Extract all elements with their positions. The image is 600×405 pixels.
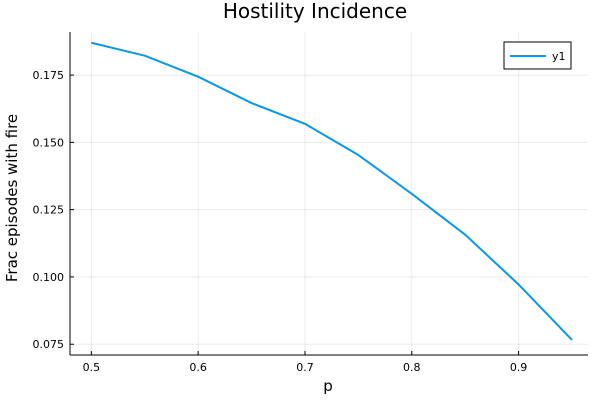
x-tick-label: 0.7 <box>296 361 314 374</box>
x-tick-label: 0.5 <box>83 361 101 374</box>
y-tick-label: 0.175 <box>33 69 65 82</box>
legend-label-y1: y1 <box>552 50 566 63</box>
x-tick-label: 0.6 <box>189 361 207 374</box>
grid <box>70 32 588 355</box>
y-ticks: 0.075 0.100 0.125 0.150 0.175 <box>33 69 74 351</box>
x-tick-label: 0.8 <box>403 361 421 374</box>
series-line-y1 <box>91 41 573 341</box>
x-ticks: 0.5 0.6 0.7 0.8 0.9 <box>83 351 528 374</box>
x-tick-label: 0.9 <box>510 361 528 374</box>
y-tick-label: 0.150 <box>33 136 65 149</box>
y-tick-label: 0.100 <box>33 271 65 284</box>
chart-title: Hostility Incidence <box>223 0 407 23</box>
legend: y1 <box>503 41 572 70</box>
y-tick-label: 0.075 <box>33 338 65 351</box>
axes <box>69 32 588 356</box>
y-axis-label: Frac episodes with fire <box>3 114 21 282</box>
x-axis-label: p <box>323 377 333 395</box>
series <box>91 41 573 341</box>
y-tick-label: 0.125 <box>33 204 65 217</box>
